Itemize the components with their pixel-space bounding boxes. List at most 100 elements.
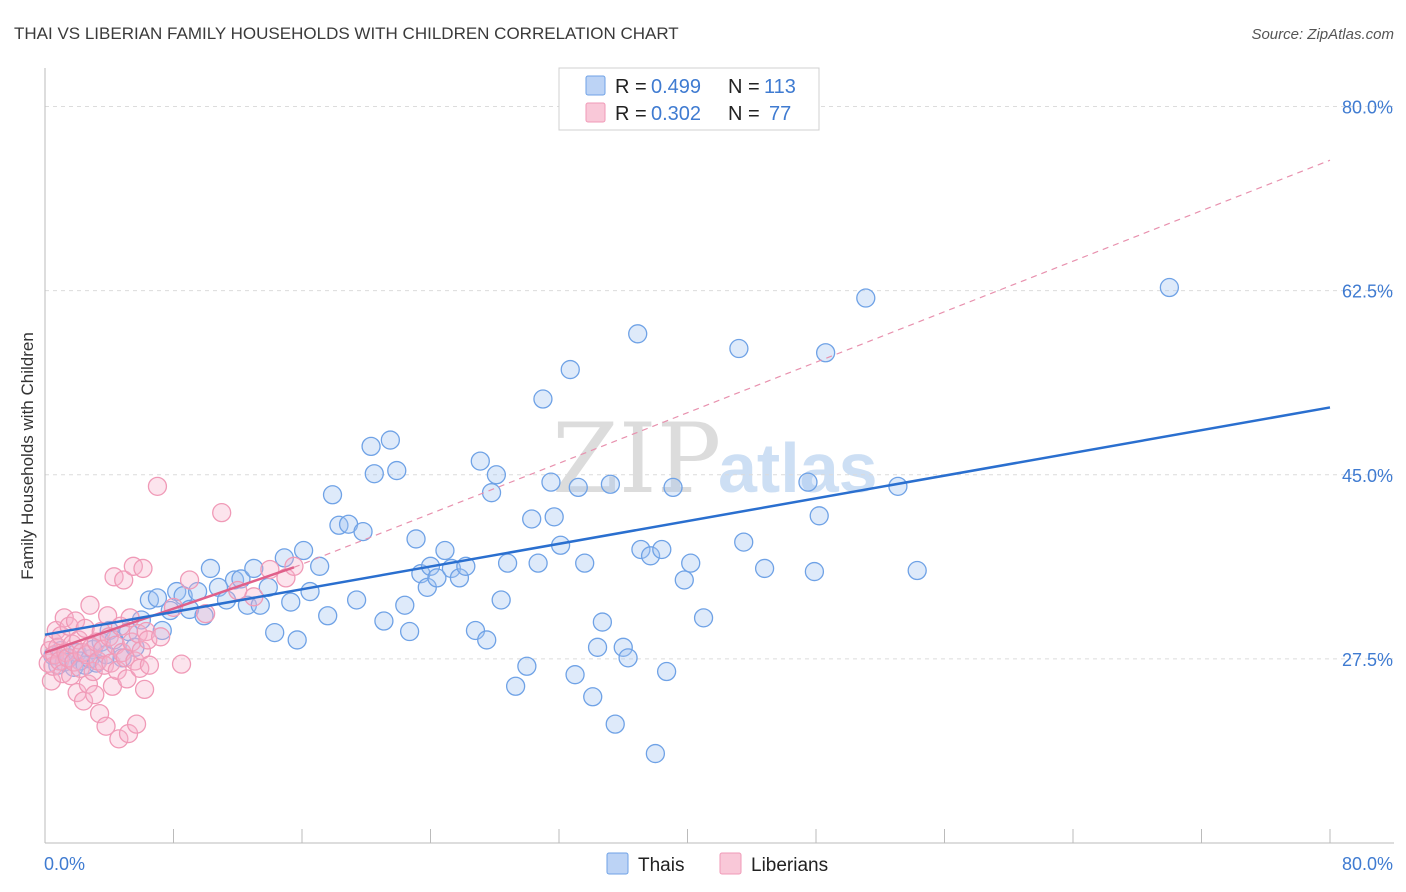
thai-point [435,540,455,561]
thai-point [353,521,373,542]
thai-point [544,507,564,527]
thai-point [380,430,400,450]
liberian-point [83,661,103,682]
y-tick-label: 62.5% [1342,282,1393,302]
thai-point [674,570,694,590]
liberian-point [133,558,153,579]
thai-point [399,621,420,642]
liberian-point [147,476,168,497]
thai-point [583,687,603,707]
thai-point [693,608,714,628]
thai-point [734,532,754,552]
thai-point [568,477,588,498]
trend-lines [44,159,1331,654]
watermark: ZIP atlas [552,403,878,515]
thai-point [541,472,561,492]
thai-point [628,324,648,344]
thai-point [477,630,497,650]
liberian-point [114,570,134,590]
legend-liberians-n-value: 77 [769,103,791,125]
thai-point [517,656,537,676]
liberian-point [78,674,99,694]
thai-point [522,509,542,529]
legend-thais-r-label: R = [615,76,647,98]
liberian-trend-extension [293,159,1331,568]
thai-point [815,343,836,363]
liberian-point [150,627,171,647]
liberian-point [284,556,304,576]
thai-point [152,620,172,641]
thai-point [888,476,908,497]
thai-point [560,359,580,380]
thai-point [754,558,775,579]
thai-point [449,568,470,588]
thai-point [652,539,672,560]
thai-point [533,389,553,409]
liberian-point [41,671,62,691]
thai-point [427,568,447,588]
thai-point [293,540,314,561]
thai-point [486,465,507,485]
chart-source: Source: ZipAtlas.com [1251,26,1394,43]
liberian-point [139,655,160,675]
stats-legend: R = 0.499 N = 113 R = 0.302 N = 77 [558,67,820,131]
thai-point [147,588,168,608]
thai-point [656,661,677,682]
thai-point [406,529,426,549]
liberian-point [85,685,105,705]
thai-trend-line [44,406,1331,636]
x-tick-label: 0.0% [44,854,85,874]
legend-liberians-r-label: R = [615,103,647,125]
thai-point [300,581,320,602]
legend-thais-n-value: 113 [764,76,796,98]
liberian-point [117,669,137,689]
thai-point [804,561,825,582]
axes: 27.5% 45.0% 62.5% 80.0% 0.0% 80.0% [44,68,1394,874]
y-tick-label: 27.5% [1342,650,1393,670]
liberian-point [126,714,147,734]
thai-point [681,553,701,573]
thai-point [318,606,338,626]
liberian-point [80,595,100,615]
series-legend-thais: Thais [638,855,684,876]
thai-point [587,637,608,657]
thai-point [244,558,264,579]
thai-point [310,556,330,576]
liberian-trend-line [44,566,295,654]
thai-point [346,590,367,610]
watermark-zip: ZIP [552,403,721,515]
series-legend-swatch-thais [606,852,629,875]
thai-point [592,612,613,632]
thai-point [640,546,661,566]
thai-point [505,676,526,696]
thai-point [497,553,518,573]
thai-point [856,288,876,308]
legend-liberians-n-label: N = [728,103,760,125]
thai-point [281,592,301,612]
legend-thais-n-label: N = [728,76,760,98]
liberian-point [195,604,216,624]
y-tick-label: 80.0% [1342,98,1393,118]
liberian-point [212,503,232,523]
x-tick-label: 80.0% [1342,854,1393,874]
thai-point [729,338,749,359]
legend-swatch-thais [585,75,606,96]
thai-point [605,714,625,734]
thai-point [645,743,666,764]
liberian-point [89,703,110,724]
thai-point [798,472,818,492]
thai-point [575,553,595,573]
thai-point [481,483,502,503]
series-legend-swatch-liberians [719,852,742,875]
thai-point [374,611,394,631]
y-axis-label: Family Households with Children [18,332,37,580]
liberian-point [53,663,73,684]
liberian-point [171,654,192,674]
thai-point [364,464,384,484]
chart-title: THAI VS LIBERIAN FAMILY HOUSEHOLDS WITH … [14,24,679,43]
liberian-point [109,729,129,749]
thai-point [287,630,307,650]
thai-point [139,590,160,610]
thai-point [200,558,221,579]
